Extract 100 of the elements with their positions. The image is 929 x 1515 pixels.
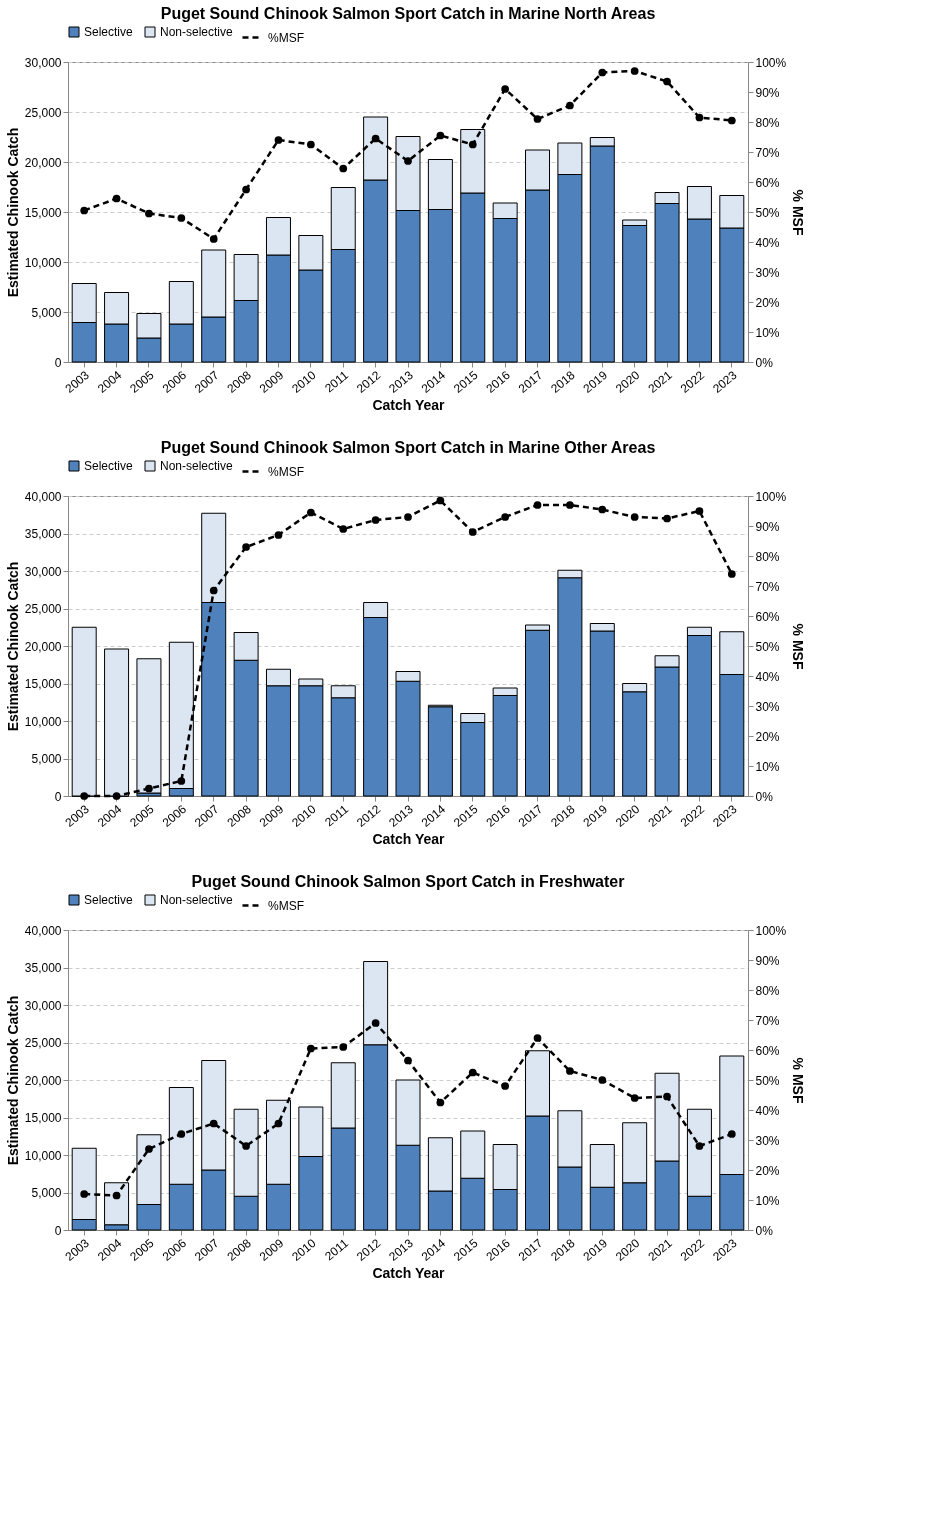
- y-tick-label: 25,000: [24, 1036, 62, 1050]
- y2-tick-label: 20%: [755, 729, 780, 744]
- point: [80, 1190, 89, 1198]
- y2-tick-label: 70%: [755, 1013, 780, 1028]
- y-tick-label: 20,000: [24, 155, 62, 170]
- y-tick-label: 15,000: [24, 205, 62, 220]
- legend-label: Non-selective: [160, 25, 234, 39]
- point: [566, 101, 574, 110]
- y-tick-label: 35,000: [24, 961, 62, 975]
- y2-tick-label: 50%: [755, 205, 780, 220]
- y2-tick-label: 0%: [755, 789, 774, 804]
- y-tick-label: 25,000: [24, 602, 62, 616]
- y2-tick-label: 90%: [755, 953, 780, 968]
- point: [630, 67, 639, 75]
- point: [209, 586, 218, 595]
- y2-tick-label: 50%: [755, 1073, 780, 1088]
- point: [274, 1119, 283, 1128]
- point: [501, 513, 510, 521]
- point: [274, 136, 283, 144]
- y-tick-label: 30,000: [24, 55, 62, 70]
- y2-tick-label: 20%: [755, 295, 780, 310]
- y-tick-label: 0: [54, 1223, 62, 1238]
- y2-tick-label: 100%: [755, 923, 787, 938]
- y2-tick-label: 70%: [755, 579, 780, 594]
- point: [80, 206, 89, 215]
- point: [501, 85, 510, 93]
- point: [533, 1034, 542, 1042]
- y-tick-label: 30,000: [24, 998, 62, 1013]
- point: [663, 1092, 671, 1101]
- point: [306, 508, 315, 517]
- legend-label: Selective: [84, 459, 134, 473]
- point: [242, 1142, 250, 1150]
- y-tick-label: 35,000: [24, 527, 62, 541]
- y2-tick-label: 0%: [755, 355, 774, 370]
- y2-tick-label: 30%: [755, 699, 780, 714]
- y-tick-label: 15,000: [24, 677, 62, 691]
- y2-tick-label: 30%: [755, 265, 780, 280]
- point: [177, 214, 186, 222]
- x-axis-title: Catch Year: [372, 831, 446, 848]
- y-tick-label: 0: [54, 789, 62, 804]
- point: [209, 1119, 218, 1128]
- y-tick-label: 40,000: [24, 489, 62, 504]
- point: [468, 140, 477, 149]
- point: [501, 1082, 510, 1090]
- point: [533, 115, 542, 123]
- y2-tick-label: 100%: [755, 55, 787, 70]
- point: [306, 140, 315, 149]
- point: [566, 501, 574, 509]
- y2-tick-label: 80%: [755, 549, 780, 564]
- legend-label: Non-selective: [160, 893, 234, 907]
- point: [177, 1130, 186, 1138]
- y2-tick-label: 60%: [755, 1043, 780, 1058]
- chart-title: Puget Sound Chinook Salmon Sport Catch in Marine Other Areas: [160, 439, 656, 456]
- y2-tick-label: 10%: [755, 759, 780, 774]
- y-axis-title: Estimated Chinook Catch: [4, 561, 21, 732]
- legend-label: Selective: [84, 893, 134, 907]
- y2-tick-label: 90%: [755, 85, 780, 100]
- point: [339, 164, 348, 173]
- point: [727, 116, 736, 125]
- y2-tick-label: 20%: [755, 1163, 780, 1178]
- y2-axis-title: % MSF: [790, 189, 807, 236]
- y-tick-label: 10,000: [24, 1148, 62, 1163]
- point: [727, 570, 736, 578]
- legend-label: Non-selective: [160, 459, 234, 473]
- point: [468, 528, 477, 536]
- point: [695, 1142, 704, 1150]
- x-axis-title: Catch Year: [372, 397, 446, 414]
- y-axis-title: Estimated Chinook Catch: [4, 995, 21, 1166]
- x-axis-title: Catch Year: [372, 1265, 446, 1282]
- point: [468, 1068, 477, 1077]
- y2-axis-title: % MSF: [790, 623, 807, 670]
- chart-title: Puget Sound Chinook Salmon Sport Catch in Marine North Areas: [160, 5, 656, 22]
- y-tick-label: 30,000: [24, 564, 62, 579]
- point: [145, 1145, 153, 1153]
- y-tick-label: 20,000: [24, 1073, 62, 1088]
- y2-tick-label: 60%: [755, 609, 780, 624]
- y-tick-label: 0: [54, 355, 62, 370]
- y-tick-label: 10,000: [24, 255, 62, 270]
- point: [274, 531, 283, 539]
- y2-tick-label: 40%: [755, 235, 780, 250]
- point: [598, 1076, 607, 1084]
- y2-tick-label: 80%: [755, 983, 780, 998]
- point: [404, 513, 412, 521]
- y-tick-label: 5,000: [31, 1186, 62, 1200]
- point: [663, 514, 671, 523]
- y2-tick-label: 80%: [755, 115, 780, 130]
- y2-tick-label: 40%: [755, 669, 780, 684]
- point: [145, 209, 153, 218]
- chart-title: Puget Sound Chinook Salmon Sport Catch in Freshwater: [191, 873, 625, 890]
- point: [371, 134, 380, 143]
- point: [112, 194, 121, 203]
- point: [436, 496, 445, 505]
- y-tick-label: 40,000: [24, 923, 62, 938]
- y-tick-label: 5,000: [31, 752, 62, 766]
- y2-axis-title: % MSF: [790, 1057, 807, 1104]
- point: [404, 157, 412, 165]
- point: [436, 1098, 445, 1107]
- point: [177, 777, 186, 785]
- point: [566, 1067, 574, 1075]
- point: [242, 543, 250, 551]
